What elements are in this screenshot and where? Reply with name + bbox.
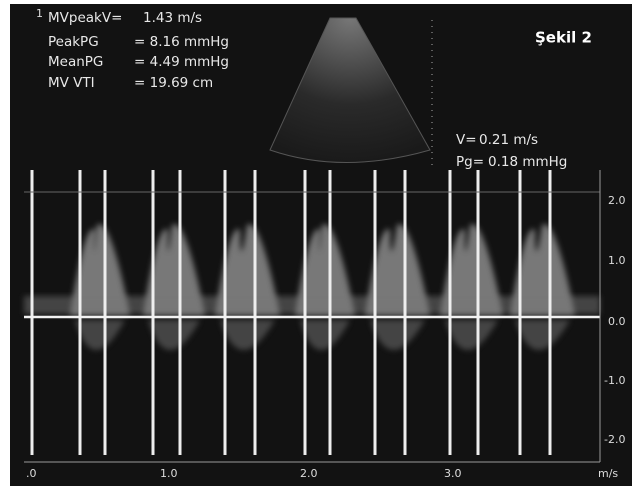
time-label: 2.0 [300,467,318,480]
time-label: .0 [26,467,37,480]
velocity-label: 2.0 [608,194,626,207]
velocity-label: -2.0 [604,433,625,446]
figure-label: Şekil 2 [535,29,592,47]
measurement-value: = 19.69 cm [134,75,213,91]
readout-value: 0.18 mmHg [488,154,567,170]
measurement-value: 1.43 m/s [143,10,202,26]
ultrasound-screen: 1 MVpeakV= 1.43 m/s PeakPG = 8.16 mmHg M… [0,0,642,490]
velocity-label: 1.0 [608,254,626,267]
time-label: 1.0 [160,467,178,480]
measurement-label: MeanPG [48,54,103,70]
velocity-label: 0.0 [608,315,626,328]
noise-band [24,296,600,314]
time-label: 3.0 [444,467,462,480]
unit-label: m/s [598,467,618,480]
readout-label: V= [456,132,477,148]
velocity-label: -1.0 [604,374,625,387]
measurement-value: = 4.49 mmHg [134,54,229,70]
measurement-label: PeakPG [48,34,99,50]
readout-value: 0.21 m/s [479,132,538,148]
measurement-index: 1 [36,7,43,20]
measurement-value: = 8.16 mmHg [134,34,229,50]
measurement-label: MVpeakV= [48,10,122,26]
readout-label: Pg= [456,154,484,170]
measurement-label: MV VTI [48,75,95,91]
